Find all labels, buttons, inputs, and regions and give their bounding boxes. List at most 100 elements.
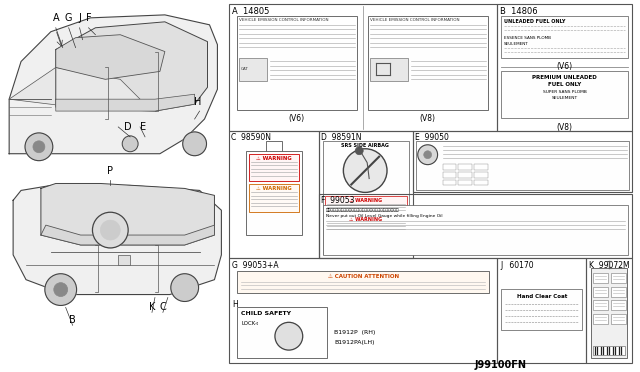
Circle shape bbox=[424, 151, 431, 159]
Bar bbox=[229, 258, 497, 363]
Bar bbox=[249, 154, 299, 182]
Bar bbox=[324, 215, 407, 230]
Text: G: G bbox=[65, 13, 72, 23]
Text: PREMIUM UNLEADED: PREMIUM UNLEADED bbox=[532, 76, 597, 80]
Polygon shape bbox=[41, 225, 214, 245]
Bar bbox=[118, 255, 130, 265]
Circle shape bbox=[100, 220, 120, 240]
Text: Never put out Oil Level Gauge while filling Engine Oil: Never put out Oil Level Gauge while fill… bbox=[326, 214, 442, 218]
Text: D  98591N: D 98591N bbox=[321, 133, 361, 142]
Text: J: J bbox=[78, 13, 81, 23]
Bar bbox=[249, 185, 299, 212]
Bar bbox=[586, 258, 632, 363]
Text: Hand Clear Coat: Hand Clear Coat bbox=[516, 294, 567, 299]
Text: ⚠ WARNING: ⚠ WARNING bbox=[256, 186, 292, 192]
Bar bbox=[474, 171, 488, 177]
Bar bbox=[593, 286, 608, 296]
Circle shape bbox=[25, 133, 52, 161]
Text: (V8): (V8) bbox=[557, 123, 573, 132]
Bar bbox=[319, 195, 632, 258]
Bar bbox=[323, 141, 409, 254]
Text: F  99053: F 99053 bbox=[321, 196, 354, 205]
Bar bbox=[442, 164, 456, 170]
Text: VEHICLE EMISSION CONTROL INFORMATION: VEHICLE EMISSION CONTROL INFORMATION bbox=[239, 18, 329, 22]
Bar bbox=[593, 314, 608, 324]
Text: B1912P  (RH): B1912P (RH) bbox=[335, 330, 376, 335]
Text: エンジンオイル給油中にオイルレベルゲージを抜かないこと。: エンジンオイル給油中にオイルレベルゲージを抜かないこと。 bbox=[326, 208, 399, 212]
Text: H: H bbox=[232, 299, 238, 308]
Bar bbox=[611, 301, 626, 310]
Text: (V8): (V8) bbox=[420, 114, 436, 123]
Text: E: E bbox=[140, 122, 146, 132]
Circle shape bbox=[92, 212, 128, 248]
Text: ⚠ WARNING: ⚠ WARNING bbox=[256, 156, 292, 161]
Text: SUPER SANS PLOMB: SUPER SANS PLOMB bbox=[543, 90, 586, 94]
Text: H: H bbox=[194, 97, 201, 107]
Circle shape bbox=[33, 141, 45, 153]
Text: CHILD SAFETY: CHILD SAFETY bbox=[241, 311, 291, 317]
Circle shape bbox=[54, 283, 68, 296]
Text: K  99072M: K 99072M bbox=[589, 261, 630, 270]
Bar bbox=[239, 58, 267, 81]
Bar bbox=[501, 16, 628, 58]
Text: C: C bbox=[159, 302, 166, 312]
Text: J99100FN: J99100FN bbox=[475, 360, 527, 370]
Polygon shape bbox=[56, 35, 165, 79]
Bar bbox=[593, 301, 608, 310]
Text: ⚠ WARNING: ⚠ WARNING bbox=[349, 217, 381, 222]
Bar bbox=[266, 141, 282, 153]
Text: F: F bbox=[86, 13, 92, 23]
Text: (V6): (V6) bbox=[289, 114, 305, 123]
Text: J   60170: J 60170 bbox=[500, 261, 534, 270]
Text: C  98590N: C 98590N bbox=[231, 133, 271, 142]
Bar bbox=[229, 131, 319, 258]
Bar bbox=[324, 196, 407, 211]
Polygon shape bbox=[9, 67, 140, 109]
Bar bbox=[413, 131, 632, 192]
Bar bbox=[319, 131, 413, 258]
Text: P: P bbox=[108, 166, 113, 176]
Text: VEHICLE EMISSION CONTROL INFORMATION: VEHICLE EMISSION CONTROL INFORMATION bbox=[370, 18, 460, 22]
Bar bbox=[611, 314, 626, 324]
Bar bbox=[593, 273, 608, 283]
Text: FUEL ONLY: FUEL ONLY bbox=[548, 82, 581, 87]
Bar bbox=[458, 164, 472, 170]
Bar bbox=[611, 286, 626, 296]
Bar bbox=[237, 16, 357, 110]
Text: UNLEADED FUEL ONLY: UNLEADED FUEL ONLY bbox=[504, 19, 566, 24]
Text: B1912PA(LH): B1912PA(LH) bbox=[335, 340, 375, 345]
Bar bbox=[501, 71, 628, 118]
Bar bbox=[458, 180, 472, 186]
Text: A  14805: A 14805 bbox=[232, 7, 269, 16]
Text: CAT: CAT bbox=[240, 67, 248, 71]
Bar bbox=[229, 4, 497, 131]
Bar bbox=[497, 4, 632, 131]
Bar bbox=[474, 164, 488, 170]
Circle shape bbox=[171, 274, 198, 301]
Bar bbox=[501, 289, 582, 330]
Bar bbox=[323, 205, 628, 255]
Bar bbox=[237, 271, 489, 292]
Bar bbox=[442, 180, 456, 186]
Text: ⚠ CAUTION ATTENTION: ⚠ CAUTION ATTENTION bbox=[328, 274, 399, 279]
Text: SEULEMENT: SEULEMENT bbox=[552, 96, 577, 100]
Circle shape bbox=[122, 136, 138, 152]
Bar bbox=[370, 58, 408, 81]
Text: SEULEMENT: SEULEMENT bbox=[504, 42, 529, 46]
Bar bbox=[474, 180, 488, 186]
Text: B  14806: B 14806 bbox=[500, 7, 538, 16]
Circle shape bbox=[182, 132, 207, 156]
Circle shape bbox=[45, 274, 77, 305]
Text: ⚠ WARNING: ⚠ WARNING bbox=[349, 198, 381, 203]
Polygon shape bbox=[9, 15, 218, 154]
Text: D: D bbox=[124, 122, 132, 132]
Bar bbox=[442, 171, 456, 177]
Bar bbox=[237, 307, 326, 358]
Bar bbox=[246, 151, 301, 235]
Circle shape bbox=[344, 149, 387, 192]
Text: ESSENCE SANS PLOMB: ESSENCE SANS PLOMB bbox=[504, 36, 551, 40]
Text: A: A bbox=[52, 13, 59, 23]
Bar bbox=[497, 258, 586, 363]
Circle shape bbox=[418, 145, 438, 165]
Bar bbox=[591, 268, 627, 358]
